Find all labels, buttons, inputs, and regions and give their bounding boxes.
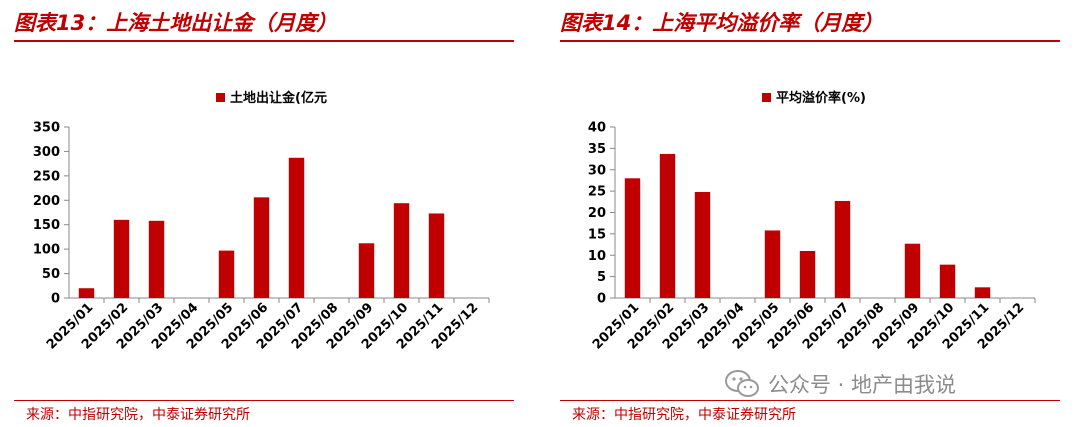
y-tick-label: 200 bbox=[33, 194, 60, 209]
legend-label: 平均溢价率(%) bbox=[776, 90, 866, 106]
source-note: 来源：中指研究院，中泰证券研究所 bbox=[26, 407, 250, 423]
watermark: 公众号 · 地产由我说 bbox=[724, 364, 956, 404]
figure-title: 图表13：上海土地出让金（月度） bbox=[14, 6, 514, 42]
y-tick-label: 50 bbox=[42, 267, 60, 282]
bar bbox=[764, 230, 781, 298]
bar bbox=[113, 219, 130, 298]
left-chart-panel: 图表13：上海土地出让金（月度） 土地出让金(亿元 0 50 100 150 200 250… bbox=[14, 0, 526, 427]
y-tick-label: 100 bbox=[33, 243, 60, 258]
average-premium-rate-chart: 平均溢价率(%)05101520253035402025/012025/0220… bbox=[588, 90, 1036, 353]
bar bbox=[148, 220, 165, 298]
legend-swatch bbox=[762, 93, 771, 102]
legend: 土地出让金(亿元 bbox=[216, 90, 327, 106]
y-tick-label: 300 bbox=[33, 145, 60, 160]
bar bbox=[624, 178, 641, 298]
bar bbox=[659, 153, 676, 298]
y-tick-label: 20 bbox=[588, 206, 606, 221]
y-tick-label: 25 bbox=[588, 185, 606, 200]
source-divider bbox=[14, 400, 514, 401]
right-chart-panel: 图表14：上海平均溢价率（月度） 平均溢价率(%) 0 5 10 15 20 25 30 35 4… bbox=[560, 0, 1072, 427]
bar bbox=[694, 191, 711, 298]
figure-title: 图表14：上海平均溢价率（月度） bbox=[560, 6, 1060, 42]
bar bbox=[834, 200, 851, 298]
bar bbox=[288, 157, 305, 298]
y-tick-label: 250 bbox=[33, 169, 60, 184]
bar bbox=[393, 203, 410, 298]
bar bbox=[78, 288, 95, 298]
legend-label: 土地出让金(亿元 bbox=[230, 90, 327, 106]
y-tick-label: 0 bbox=[597, 292, 606, 307]
y-tick-label: 350 bbox=[33, 121, 60, 136]
source-divider bbox=[560, 400, 1060, 401]
watermark-text: 公众号 · 地产由我说 bbox=[768, 373, 957, 397]
bar bbox=[218, 250, 235, 298]
bar bbox=[904, 243, 921, 298]
y-tick-label: 10 bbox=[588, 249, 606, 264]
land-transfer-fee-chart: 土地出让金(亿元0501001502002503003502025/012025… bbox=[33, 90, 490, 353]
wechat-icon bbox=[725, 370, 759, 397]
y-tick-label: 30 bbox=[588, 163, 606, 178]
bar bbox=[358, 243, 375, 298]
y-tick-label: 35 bbox=[588, 142, 606, 157]
y-tick-label: 15 bbox=[588, 227, 606, 242]
bar bbox=[253, 197, 270, 298]
bar bbox=[799, 250, 816, 298]
legend-swatch bbox=[216, 93, 225, 102]
y-tick-label: 0 bbox=[51, 292, 60, 307]
y-tick-label: 40 bbox=[588, 121, 606, 136]
y-tick-label: 5 bbox=[597, 270, 606, 285]
bar bbox=[974, 287, 991, 298]
bar bbox=[939, 264, 956, 298]
bar bbox=[428, 213, 445, 298]
source-note: 来源：中指研究院，中泰证券研究所 bbox=[572, 407, 796, 423]
y-tick-label: 150 bbox=[33, 218, 60, 233]
legend: 平均溢价率(%) bbox=[762, 90, 866, 106]
